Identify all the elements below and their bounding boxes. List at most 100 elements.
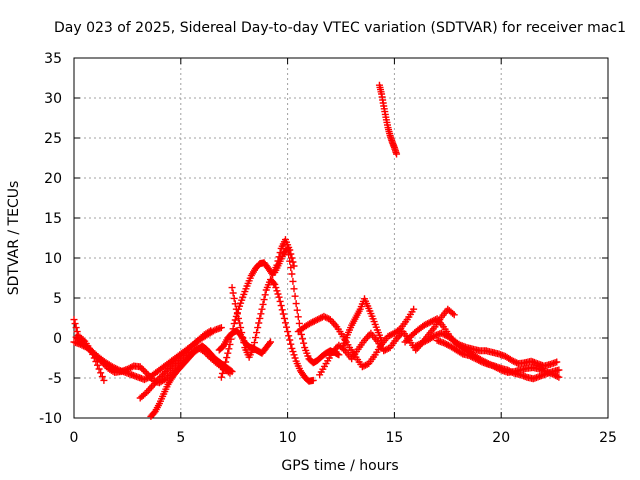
data-point <box>284 328 292 336</box>
data-point <box>307 319 315 327</box>
y-tick-label: 20 <box>44 171 62 187</box>
data-point <box>223 354 231 362</box>
data-point <box>285 332 293 340</box>
series-arc-5 <box>136 327 215 402</box>
data-point <box>381 346 389 354</box>
data-point <box>285 251 293 259</box>
data-point <box>232 305 240 313</box>
data-point <box>165 364 173 372</box>
data-point <box>97 369 105 377</box>
data-point <box>472 355 480 363</box>
data-point <box>323 314 331 322</box>
data-point <box>443 340 451 348</box>
data-point <box>170 360 178 368</box>
data-point <box>123 365 131 373</box>
data-point <box>473 356 481 364</box>
data-point <box>300 339 308 347</box>
series-arc-8 <box>215 327 275 357</box>
data-point <box>410 305 418 313</box>
data-point <box>136 363 144 371</box>
data-point <box>218 369 226 377</box>
data-point <box>293 306 301 314</box>
data-point <box>470 354 478 362</box>
chart-title: Day 023 of 2025, Sidereal Day-to-day VTE… <box>54 20 626 36</box>
data-point <box>413 341 421 349</box>
series-arc-11 <box>316 305 458 379</box>
data-point <box>386 332 394 340</box>
data-point <box>184 345 192 353</box>
data-point <box>468 353 476 361</box>
data-point <box>476 357 484 365</box>
data-point <box>432 316 440 324</box>
data-point <box>441 331 449 339</box>
data-point <box>270 279 278 287</box>
data-point <box>412 342 420 350</box>
data-point <box>87 347 95 355</box>
data-point <box>99 360 107 368</box>
data-point <box>259 300 267 308</box>
data-point <box>280 314 288 322</box>
data-point <box>274 290 282 298</box>
data-point <box>273 287 281 295</box>
data-point <box>233 310 241 318</box>
data-point <box>335 351 343 359</box>
data-point <box>428 317 436 325</box>
series-arc-15 <box>412 329 561 370</box>
data-point <box>224 349 232 357</box>
data-point <box>168 361 176 369</box>
data-point <box>440 339 448 347</box>
data-point <box>401 338 409 346</box>
data-point <box>289 348 297 356</box>
data-point <box>360 362 368 370</box>
data-point <box>231 300 239 308</box>
x-tick-label: 15 <box>385 430 403 446</box>
data-point <box>141 368 149 376</box>
data-point <box>163 366 171 374</box>
data-point <box>281 319 289 327</box>
data-point <box>427 318 435 326</box>
x-tick-label: 20 <box>492 430 510 446</box>
data-point <box>257 310 265 318</box>
data-point <box>267 338 275 346</box>
y-tick-label: -5 <box>48 371 62 387</box>
data-point <box>465 352 473 360</box>
series-arc-16 <box>433 336 563 383</box>
data-point <box>157 372 165 380</box>
data-point <box>322 313 330 321</box>
data-point <box>252 334 260 342</box>
data-point <box>449 309 457 317</box>
data-point <box>260 296 268 304</box>
series-arc-3 <box>70 316 108 384</box>
data-point <box>420 321 428 329</box>
x-tick-label: 10 <box>279 430 297 446</box>
series-arc-13 <box>375 81 401 158</box>
data-point <box>314 316 322 324</box>
data-point <box>101 361 109 369</box>
y-tick-label: 0 <box>53 331 62 347</box>
data-point <box>425 319 433 327</box>
data-point <box>509 357 517 365</box>
data-point <box>234 314 242 322</box>
data-point <box>261 291 269 299</box>
data-point <box>225 345 233 353</box>
y-tick-label: 10 <box>44 251 62 267</box>
data-point <box>511 358 519 366</box>
data-point <box>437 329 445 337</box>
y-tick-label: 15 <box>44 211 62 227</box>
data-point <box>125 364 133 372</box>
data-point <box>467 352 475 360</box>
series-arc-6 <box>217 236 298 381</box>
data-point <box>418 339 426 347</box>
data-point <box>221 362 229 370</box>
data-point <box>227 367 235 375</box>
data-point <box>284 244 292 252</box>
data-point <box>555 366 563 374</box>
data-point <box>176 353 184 361</box>
data-point <box>315 315 323 323</box>
y-tick-label: 5 <box>53 291 62 307</box>
y-axis: -10 -5 0 5 10 15 20 25 30 35 <box>39 51 608 427</box>
data-point <box>283 246 291 254</box>
data-point <box>422 320 430 328</box>
data-point <box>383 345 391 353</box>
